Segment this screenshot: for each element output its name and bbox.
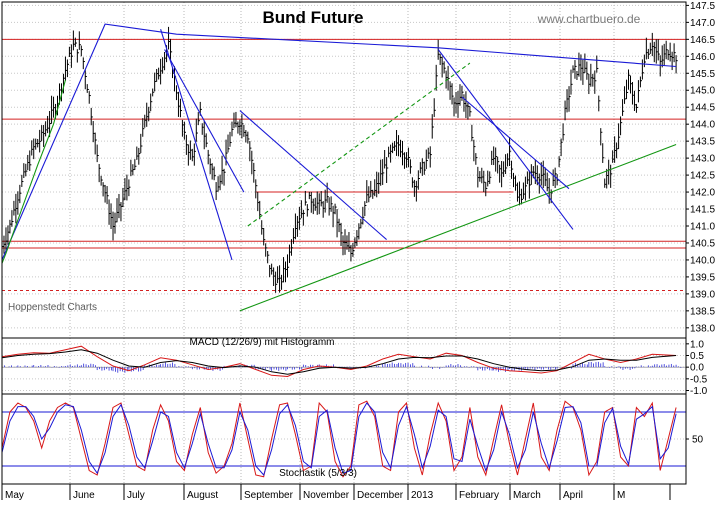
price-ytick-label: 142.5 [690, 171, 715, 182]
trendline-1 [1, 23, 677, 261]
price-ytick-label: 144.0 [690, 120, 715, 131]
price-ytick-label: 139.5 [690, 272, 715, 283]
price-ytick-label: 139.0 [690, 289, 715, 300]
month-label: March [513, 490, 541, 501]
month-label: April [563, 490, 583, 501]
stochastic-panel-label: Stochastik (5/3/3) [279, 468, 357, 479]
price-ytick-label: 138.0 [690, 323, 715, 334]
macd-ytick-label: 0.0 [690, 363, 704, 374]
price-ytick-label: 141.0 [690, 222, 715, 233]
price-ytick-label: 145.5 [690, 69, 715, 80]
price-ytick-label: 145.0 [690, 86, 715, 97]
month-label: August [187, 490, 218, 501]
month-label: M [617, 490, 625, 501]
month-label: May [5, 490, 24, 501]
month-label: February [459, 490, 499, 501]
watermark-text: www.chartbuero.de [537, 12, 641, 26]
macd-signal-line [1, 349, 677, 375]
price-ytick-label: 143.0 [690, 154, 715, 165]
trendline-3 [247, 62, 471, 227]
price-ytick-label: 140.5 [690, 238, 715, 249]
trendline-8 [437, 49, 574, 230]
trendline-7 [239, 110, 387, 241]
price-ytick-label: 146.5 [690, 35, 715, 46]
macd-ytick-label: 0.5 [690, 351, 704, 362]
price-ytick-label: 143.5 [690, 137, 715, 148]
trendline-2 [239, 143, 677, 312]
macd-panel-label: MACD (12/26/9) mit Histogramm [189, 337, 334, 348]
price-ytick-label: 146.0 [690, 52, 715, 63]
stochastic-k-line [1, 400, 677, 478]
price-ytick-label: 142.0 [690, 188, 715, 199]
chart-title: Bund Future [262, 8, 363, 27]
price-ytick-label: 140.0 [690, 255, 715, 266]
stochastic-d-line [1, 402, 677, 476]
price-bars-group [1, 26, 678, 293]
trendline-4 [1, 79, 66, 264]
macd-ytick-label: 1.0 [690, 339, 704, 350]
price-ytick-label: 144.5 [690, 103, 715, 114]
month-label: December [357, 490, 404, 501]
month-label: November [303, 490, 350, 501]
trendline-6 [164, 49, 245, 193]
price-ytick-label: 147.0 [690, 18, 715, 29]
stochastic-ytick-label: 50 [692, 435, 704, 446]
credit-text: Hoppenstedt Charts [8, 302, 97, 313]
trendline-9 [461, 96, 570, 190]
price-ytick-label: 147.5 [690, 1, 715, 12]
price-ytick-label: 138.5 [690, 306, 715, 317]
month-label: 2013 [411, 490, 434, 501]
levels-layer [2, 38, 686, 467]
month-label: September [244, 490, 294, 501]
macd-ytick-label: -1.0 [690, 386, 708, 397]
price-ytick-label: 141.5 [690, 205, 715, 216]
month-label: June [73, 490, 95, 501]
trendline-5 [160, 29, 233, 261]
axis-layer: 138.0 138.5 139.0 139.5 140.0 140.5 141.0 141.5… [1, 1, 715, 501]
month-label: July [127, 490, 145, 501]
macd-ytick-label: -0.5 [690, 374, 708, 385]
series-layer [1, 23, 684, 478]
